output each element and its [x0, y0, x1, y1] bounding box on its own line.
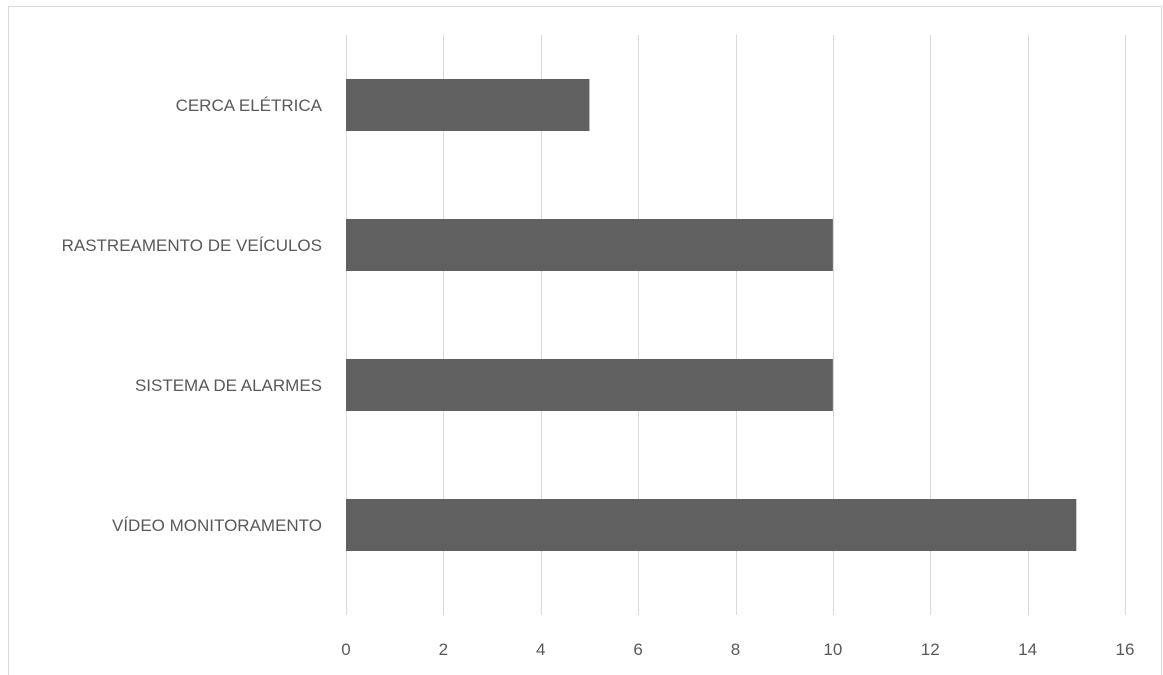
x-tick-label: 16 — [1116, 640, 1135, 659]
x-tick-label: 4 — [536, 640, 545, 659]
bar — [346, 219, 833, 271]
x-tick-label: 12 — [921, 640, 940, 659]
x-tick-labels: 0 2 4 6 8 10 12 14 16 — [341, 640, 1134, 659]
bars — [346, 79, 1077, 551]
bar — [346, 79, 590, 131]
x-tick-label: 0 — [341, 640, 350, 659]
gridlines — [346, 35, 1126, 615]
chart-frame — [8, 6, 1162, 675]
category-labels: CERCA ELÉTRICA RASTREAMENTO DE VEÍCULOS SI… — [62, 96, 323, 535]
x-tick-label: 10 — [823, 640, 842, 659]
x-tick-label: 8 — [731, 640, 740, 659]
category-label: VÍDEO MONITORAMENTO — [112, 516, 322, 535]
x-tick-label: 6 — [633, 640, 642, 659]
category-label: SISTEMA DE ALARMES — [135, 376, 322, 395]
x-tick-label: 2 — [439, 640, 448, 659]
category-label: CERCA ELÉTRICA — [176, 96, 323, 115]
x-tick-label: 14 — [1018, 640, 1037, 659]
bar — [346, 359, 833, 411]
bar — [346, 499, 1077, 551]
category-label: RASTREAMENTO DE VEÍCULOS — [62, 236, 322, 255]
